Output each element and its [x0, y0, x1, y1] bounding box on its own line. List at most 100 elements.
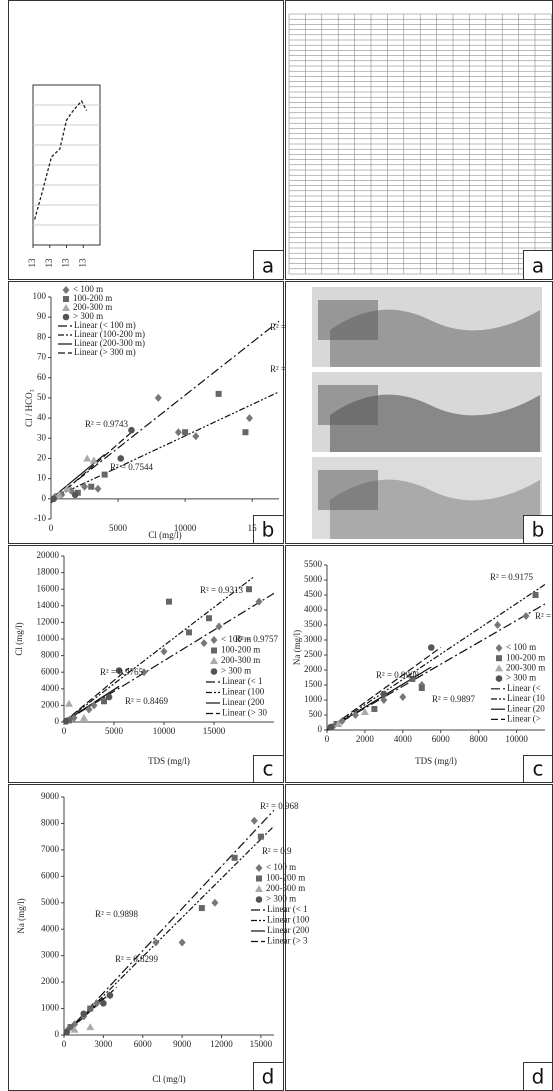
marker — [65, 700, 73, 707]
legend-label: 200-300 m — [221, 655, 260, 665]
table-image — [289, 14, 551, 274]
marker — [428, 644, 435, 651]
legend-label: Linear (> 3 — [267, 936, 308, 946]
y-tick-label: 50 — [37, 392, 47, 402]
y-tick-label: 30 — [37, 432, 47, 442]
r-squared-label: R² = 0.9175 — [490, 572, 534, 582]
x-tick-label: 12000 — [210, 1039, 233, 1049]
y-tick-label: 0 — [55, 1029, 60, 1039]
line — [35, 101, 87, 219]
marker — [161, 647, 168, 655]
y-tick-label: 8000 — [41, 818, 60, 828]
legend-label: < 100 m — [221, 634, 251, 644]
marker — [494, 621, 501, 629]
legend-label: > 300 m — [506, 673, 536, 683]
legend-label: Linear (> 300 m) — [74, 347, 136, 357]
marker — [210, 657, 218, 664]
marker — [63, 286, 70, 294]
marker — [533, 592, 539, 598]
y-tick-label: 2000 — [41, 976, 60, 986]
panel-label: c — [263, 757, 274, 781]
marker — [80, 714, 88, 721]
marker — [251, 817, 258, 825]
x-tick-label: 4000 — [394, 734, 413, 744]
marker — [232, 855, 238, 861]
marker — [496, 655, 502, 661]
marker — [80, 1011, 87, 1018]
marker — [90, 456, 98, 463]
y-tick-label: 7000 — [41, 844, 60, 854]
marker — [63, 296, 69, 302]
marker — [117, 455, 124, 462]
marker — [83, 454, 91, 461]
y-tick-label: 6000 — [41, 870, 60, 880]
y-tick-label: 500 — [309, 709, 323, 719]
y-tick-label: 5000 — [304, 574, 323, 584]
marker — [495, 664, 503, 671]
marker — [211, 668, 218, 675]
x-tick-label: 13 — [44, 258, 54, 268]
y-tick-label: 60 — [37, 372, 47, 382]
y-tick-label: 3000 — [41, 950, 60, 960]
r-squared-label: R² = 0.7544 — [110, 462, 154, 472]
y-tick-label: 1500 — [304, 679, 323, 689]
panel-label: c — [533, 757, 544, 781]
legend-label: Linear (20 — [507, 703, 545, 713]
marker — [182, 429, 188, 435]
marker — [246, 414, 253, 422]
marker — [87, 1006, 93, 1012]
x-tick-label: 13 — [27, 258, 37, 268]
r-squared-label: R² = 0.9908 — [376, 670, 420, 680]
y-tick-label: 2000 — [41, 699, 60, 709]
marker — [192, 432, 199, 440]
marker — [258, 834, 264, 840]
y-tick-label: 4500 — [304, 589, 323, 599]
marker — [211, 899, 218, 907]
r-squared-label: R² = 0.9897 — [432, 694, 476, 704]
x-tick-label: 10000 — [505, 734, 528, 744]
y-tick-label: 9000 — [41, 791, 60, 801]
x-tick-label: 6000 — [432, 734, 451, 744]
x-axis-title: TDS (mg/l) — [148, 756, 190, 766]
x-tick-label: 13 — [77, 258, 87, 268]
x-tick-label: 0 — [62, 1039, 67, 1049]
y-tick-label: 4000 — [41, 683, 60, 693]
panel-label: a — [532, 254, 544, 278]
marker — [175, 428, 182, 436]
marker — [101, 698, 107, 704]
panel-label: d — [262, 1065, 275, 1089]
x-tick-label: 3000 — [94, 1039, 113, 1049]
x-tick-label: 10000 — [153, 726, 176, 736]
y-tick-label: 10 — [37, 473, 47, 483]
legend-label: Linear (< — [507, 683, 541, 693]
marker — [496, 675, 503, 682]
marker — [211, 648, 217, 654]
y-tick-label: 0 — [318, 724, 323, 734]
legend-label: Linear (100 — [267, 915, 310, 925]
marker — [496, 644, 503, 652]
y-tick-label: 2000 — [304, 664, 323, 674]
legend-label: > 300 m — [266, 894, 296, 904]
y-tick-label: 12000 — [37, 616, 60, 626]
r-squared-label: R² = — [270, 322, 286, 332]
y-tick-label: 4000 — [304, 604, 323, 614]
panel-label: b — [532, 518, 545, 542]
legend-label: < 100 m — [266, 862, 296, 872]
marker — [63, 718, 70, 725]
y-tick-label: 6000 — [41, 666, 60, 676]
legend-label: Linear (10 — [507, 693, 545, 703]
marker — [399, 693, 406, 701]
y-tick-label: 8000 — [41, 650, 60, 660]
y-tick-label: 14000 — [37, 600, 60, 610]
legend-label: 100-200 m — [266, 873, 305, 883]
r-squared-label: R² = 0.9313 — [200, 585, 244, 595]
marker — [166, 599, 172, 605]
x-axis-title: Cl (mg/l) — [152, 1074, 185, 1084]
marker — [419, 685, 425, 691]
y-tick-label: 1000 — [304, 694, 323, 704]
y-tick-label: 18000 — [37, 567, 60, 577]
x-tick-label: 2000 — [356, 734, 375, 744]
legend-label: 100-200 m — [506, 652, 545, 662]
legend-label: Linear (> 30 — [222, 708, 268, 718]
marker — [256, 876, 262, 882]
